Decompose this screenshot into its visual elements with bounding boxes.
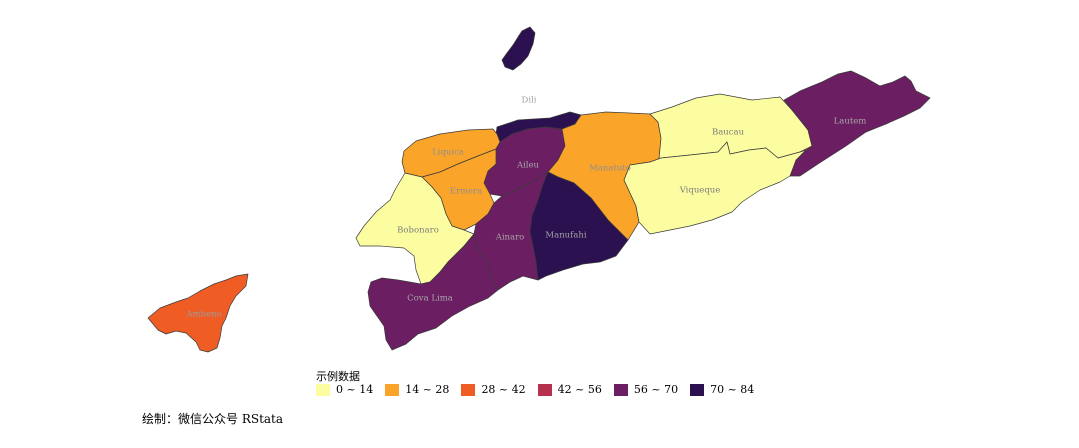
region-label-baucau: Baucau: [712, 128, 745, 138]
credit-caption: 绘制：微信公众号 RStata: [142, 412, 284, 426]
region-cova-lima: [367, 233, 499, 351]
region-label-ermera: Ermera: [450, 187, 483, 197]
legend-swatch: [461, 383, 476, 396]
legend-item: 70 ~ 84: [690, 383, 754, 396]
legend-item: 28 ~ 42: [461, 383, 526, 396]
region-label-manufahi: Manufahi: [545, 231, 586, 241]
legend-item: 0 ~ 14: [316, 383, 373, 396]
legend-label: 42 ~ 56: [557, 383, 602, 396]
region-label-cova-lima: Cova Lima: [407, 294, 453, 304]
legend-label: 14 ~ 28: [405, 383, 450, 396]
region-atauro-island: [501, 26, 536, 71]
legend-label: 70 ~ 84: [710, 383, 755, 396]
region-manufahi: [529, 171, 629, 281]
region-label-aileu: Aileu: [516, 161, 540, 171]
legend-swatch: [316, 383, 330, 396]
region-label-ainaro: Ainaro: [495, 233, 525, 243]
region-label-manatuto: Manatuto: [589, 164, 631, 174]
legend: 0 ~ 14 14 ~ 28 28 ~ 42 42 ~ 56 56 ~ 70 70 ~ 8…: [316, 383, 754, 396]
legend-item: 42 ~ 56: [537, 383, 602, 396]
legend-swatch: [690, 383, 705, 396]
region-label-bobonaro: Bobonaro: [397, 226, 439, 236]
region-label-lautem: Lautem: [834, 117, 867, 127]
region-label-dili: Dili: [522, 96, 537, 106]
legend-label: 56 ~ 70: [633, 383, 679, 396]
legend-swatch: [613, 383, 628, 396]
legend-item: 56 ~ 70: [613, 383, 679, 396]
region-label-liquica: Liquica: [432, 148, 464, 158]
legend-item: 14 ~ 28: [385, 383, 449, 396]
region-label-ambeno: Ambeno: [185, 310, 221, 320]
legend-label: 28 ~ 42: [481, 383, 526, 396]
region-viqueque: [623, 141, 807, 235]
legend-label: 0 ~ 14: [336, 383, 374, 396]
region-ambeno: [147, 273, 249, 353]
legend-swatch: [385, 383, 400, 396]
legend-swatch: [537, 383, 552, 396]
legend-title: 示例数据: [316, 370, 360, 383]
region-label-viqueque: Viqueque: [679, 186, 721, 196]
